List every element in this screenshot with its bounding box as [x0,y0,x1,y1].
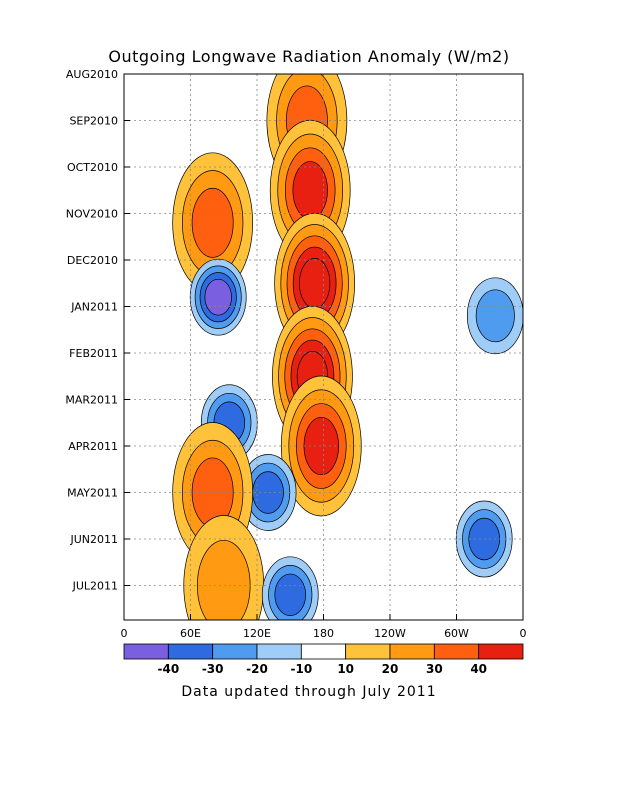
footer-note: Data updated through July 2011 [181,684,437,700]
anomaly-feature [183,515,265,620]
anomaly-contour [475,289,515,343]
x-tick-label: 120E [243,627,271,640]
colorbar-swatch [300,643,347,660]
grid-lines [124,74,523,620]
anomaly-contour [204,278,232,316]
anomaly-feature [261,556,319,620]
anomaly-contour [299,257,331,309]
colorbar-swatch [389,643,435,660]
y-tick-label: JUN2011 [69,533,118,546]
y-tick-label: APR2011 [68,440,118,453]
x-tick-label: 0 [121,627,128,640]
y-tick-label: JAN2011 [70,301,118,314]
x-tick-label: 60W [444,627,469,640]
anomaly-field [172,74,523,620]
colorbar-label: 20 [382,662,399,676]
anomaly-contour [191,187,234,258]
x-axis: 0 60E 120E 180 120W 60W 0 [121,614,527,640]
y-tick-label: OCT2010 [67,161,118,174]
colorbar-label: -30 [202,662,224,676]
colorbar-swatch [212,643,258,660]
colorbar-label: -40 [157,662,179,676]
anomaly-feature [189,258,247,336]
colorbar-swatch [167,643,214,660]
colorbar-swatch [433,643,480,660]
anomaly-contour [252,471,284,514]
colorbar-swatch [123,643,169,660]
colorbar-label: 10 [337,662,354,676]
y-tick-label: NOV2010 [66,208,118,221]
anomaly-feature [280,375,362,517]
y-tick-label: MAR2011 [65,394,118,407]
colorbar-label: 40 [470,662,487,676]
y-tick-label: DEC2010 [67,254,118,267]
x-tick-label: 60E [180,627,201,640]
anomaly-contour [274,573,307,617]
y-tick-label: FEB2011 [69,347,118,360]
colorbar-swatch [256,643,302,660]
anomaly-feature [172,152,254,294]
x-tick-label: 180 [313,627,334,640]
anomaly-feature [466,277,523,355]
x-tick-label: 0 [520,627,527,640]
y-tick-label: JUL2011 [72,580,118,593]
anomaly-contour [292,161,328,220]
colorbar-label: -20 [246,662,268,676]
x-tick-label: 120W [374,627,406,640]
y-axis: AUG2010 SEP2010 OCT2010 NOV2010 DEC2010 JAN20… [65,68,130,593]
colorbar-swatch [478,643,524,660]
anomaly-feature [239,454,297,531]
colorbar-label: 30 [426,662,443,676]
anomaly-contour [303,416,339,476]
y-tick-label: AUG2010 [66,68,118,81]
y-tick-label: SEP2010 [69,115,118,128]
colorbar-label: -10 [290,662,312,676]
chart-title: Outgoing Longwave Radiation Anomaly (W/m… [108,47,510,66]
colorbar-swatch [345,643,391,660]
colorbar: -40 -30 -20 -10 10 20 30 40 [123,643,524,676]
y-tick-label: MAY2011 [67,487,118,500]
